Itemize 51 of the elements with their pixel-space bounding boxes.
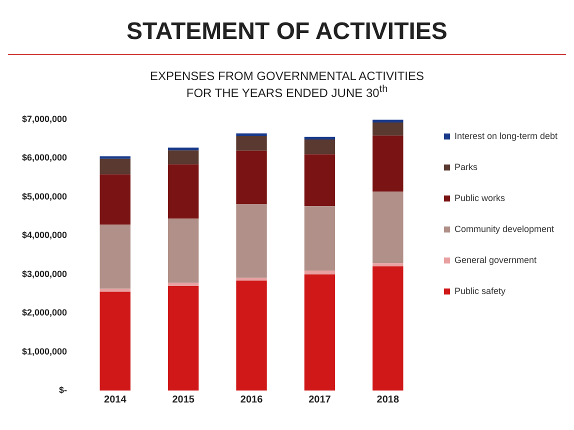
bar — [304, 140, 336, 154]
x-tick-label: 2018 — [376, 394, 400, 406]
bar — [372, 266, 404, 391]
bar — [100, 156, 130, 159]
bar — [236, 204, 267, 278]
bar — [304, 154, 336, 206]
bar — [236, 278, 267, 281]
x-tick-label: 2014 — [104, 394, 127, 406]
y-tick-label: $- — [59, 385, 68, 396]
chart-subtitle: EXPENSES FROM GOVERNMENTAL ACTIVITIES FOR THE YEARS ENDED JUNE 30$^{th}$ — [148, 69, 426, 100]
bar — [168, 286, 199, 391]
legend-label: Community development — [454, 224, 555, 234]
bar — [100, 224, 130, 289]
bar — [100, 158, 130, 174]
bar — [372, 120, 404, 122]
legend-label: Parks — [454, 162, 478, 172]
bar — [168, 150, 199, 164]
x-tick-label: 2016 — [240, 394, 264, 406]
bar — [236, 133, 267, 136]
bar — [304, 274, 336, 391]
chart-title: STATEMENT OF ACTIVITIES — [8, 8, 566, 55]
y-tick-label: $4,000,000 — [22, 230, 68, 240]
x-tick-label: 2017 — [308, 394, 332, 406]
bar — [304, 136, 336, 140]
bar — [372, 263, 404, 266]
x-tick-label: 2015 — [172, 394, 195, 406]
legend-label: Interest on long-term debt — [454, 130, 558, 141]
bar — [372, 122, 404, 136]
y-tick-label: $2,000,000 — [22, 308, 68, 318]
bar — [372, 191, 404, 264]
y-tick-label: $6,000,000 — [22, 152, 68, 163]
legend-label: General government — [454, 254, 538, 265]
bar — [236, 280, 267, 391]
bar — [100, 288, 130, 292]
bar — [168, 164, 199, 219]
bar — [168, 218, 199, 283]
bar — [304, 206, 336, 270]
bar — [304, 270, 336, 274]
y-tick-label: $3,000,000 — [22, 268, 68, 279]
legend-label: Public works — [454, 192, 506, 203]
y-tick-label: $5,000,000 — [22, 191, 68, 202]
bar — [100, 174, 130, 225]
bar — [168, 148, 199, 150]
bar — [236, 150, 267, 204]
y-tick-label: $7,000,000 — [22, 114, 68, 124]
legend-label: Public safety — [454, 286, 506, 296]
bar — [236, 136, 267, 151]
bar — [100, 292, 130, 391]
y-tick-label: $1,000,000 — [22, 346, 68, 356]
bar — [168, 282, 199, 286]
bar — [372, 136, 404, 192]
